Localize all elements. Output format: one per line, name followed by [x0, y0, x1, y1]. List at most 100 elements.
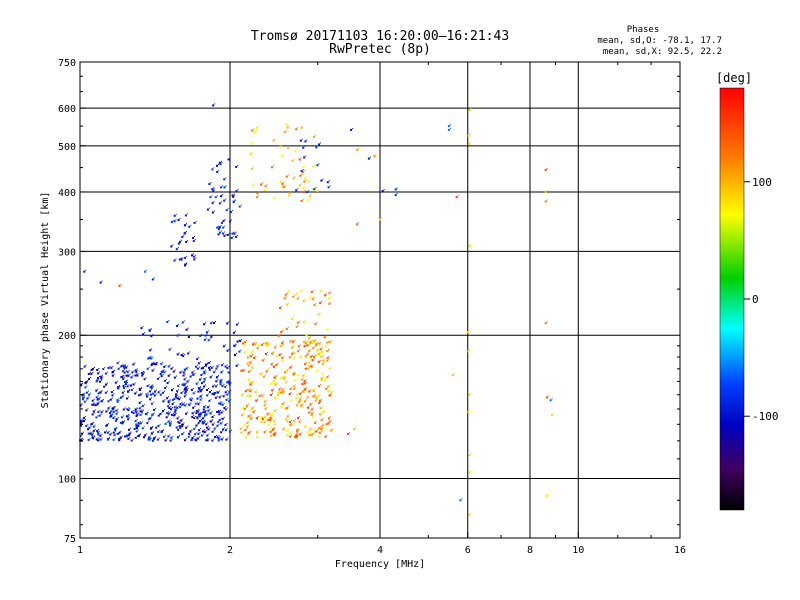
data-point — [282, 427, 286, 431]
point-marker — [309, 179, 311, 181]
point-marker — [89, 432, 92, 435]
point-marker — [544, 200, 547, 203]
data-point — [151, 361, 155, 365]
data-point — [267, 367, 271, 371]
point-marker — [91, 368, 94, 370]
data-point — [203, 369, 207, 373]
data-point — [190, 387, 194, 391]
point-marker — [186, 223, 187, 225]
data-point — [201, 419, 205, 423]
data-point — [330, 428, 334, 432]
point-marker — [222, 437, 224, 439]
point-marker — [111, 397, 113, 399]
point-marker — [262, 420, 264, 421]
x-axis: 1 2 4 6 8 10 16 — [77, 62, 686, 556]
point-marker — [81, 432, 83, 435]
point-marker — [269, 416, 272, 419]
data-point — [308, 194, 312, 197]
point-marker — [299, 320, 300, 322]
point-marker — [111, 413, 113, 415]
point-marker — [214, 103, 216, 105]
point-marker — [209, 338, 211, 340]
point-marker — [82, 418, 84, 420]
point-marker — [114, 428, 117, 431]
data-point — [120, 364, 124, 368]
point-marker — [326, 293, 328, 295]
data-point — [310, 433, 314, 437]
point-marker — [221, 401, 223, 403]
point-marker — [298, 392, 300, 394]
data-point — [199, 412, 203, 416]
point-marker — [123, 420, 125, 422]
data-point — [277, 390, 281, 394]
point-marker — [287, 380, 288, 382]
point-marker — [120, 438, 122, 440]
point-marker — [127, 418, 130, 421]
point-marker — [470, 512, 472, 514]
data-point — [135, 422, 139, 426]
point-marker — [197, 403, 200, 406]
point-marker — [100, 413, 102, 415]
data-point — [251, 342, 255, 346]
point-marker — [318, 143, 320, 146]
point-marker — [322, 378, 324, 380]
point-marker — [293, 158, 295, 160]
point-marker — [193, 370, 195, 372]
point-marker — [247, 432, 250, 435]
data-point — [83, 399, 87, 403]
data-point — [109, 432, 113, 436]
data-point — [196, 357, 200, 360]
point-marker — [263, 431, 266, 434]
point-marker — [194, 433, 197, 436]
point-marker — [150, 335, 153, 338]
point-marker — [120, 416, 123, 419]
data-point — [293, 387, 297, 391]
point-marker — [215, 380, 218, 383]
point-marker — [263, 421, 266, 424]
point-marker — [230, 237, 233, 239]
point-marker — [204, 366, 205, 367]
data-point — [82, 416, 86, 419]
data-point — [278, 353, 282, 356]
data-point — [260, 415, 264, 419]
point-marker — [198, 357, 200, 358]
point-marker — [318, 342, 321, 345]
point-marker — [280, 353, 282, 354]
point-marker — [164, 399, 166, 401]
point-marker — [96, 402, 99, 405]
point-marker — [295, 387, 297, 389]
point-marker — [158, 437, 160, 439]
point-marker — [189, 351, 191, 353]
data-point — [326, 327, 330, 331]
point-marker — [150, 386, 153, 389]
point-marker — [330, 291, 332, 293]
point-marker — [300, 183, 302, 185]
point-marker — [276, 382, 278, 384]
point-marker — [123, 387, 125, 389]
data-point — [205, 330, 209, 334]
point-marker — [281, 342, 284, 345]
point-marker — [172, 407, 173, 409]
data-point — [154, 389, 157, 393]
data-point — [259, 372, 263, 376]
point-marker — [544, 168, 547, 171]
point-marker — [320, 419, 323, 422]
data-point — [134, 435, 138, 439]
point-marker — [304, 367, 307, 370]
point-marker — [316, 349, 319, 352]
point-marker — [313, 387, 315, 389]
data-point — [263, 188, 267, 192]
point-marker — [227, 437, 229, 439]
point-marker — [96, 379, 99, 382]
point-marker — [272, 412, 273, 414]
point-marker — [226, 322, 229, 325]
point-marker — [229, 380, 231, 382]
data-point — [285, 326, 289, 330]
data-point — [467, 133, 471, 137]
data-point — [317, 393, 321, 397]
point-marker — [232, 210, 233, 212]
data-point — [146, 421, 150, 425]
data-point — [111, 393, 115, 397]
point-marker — [236, 323, 238, 326]
data-point — [82, 392, 86, 396]
